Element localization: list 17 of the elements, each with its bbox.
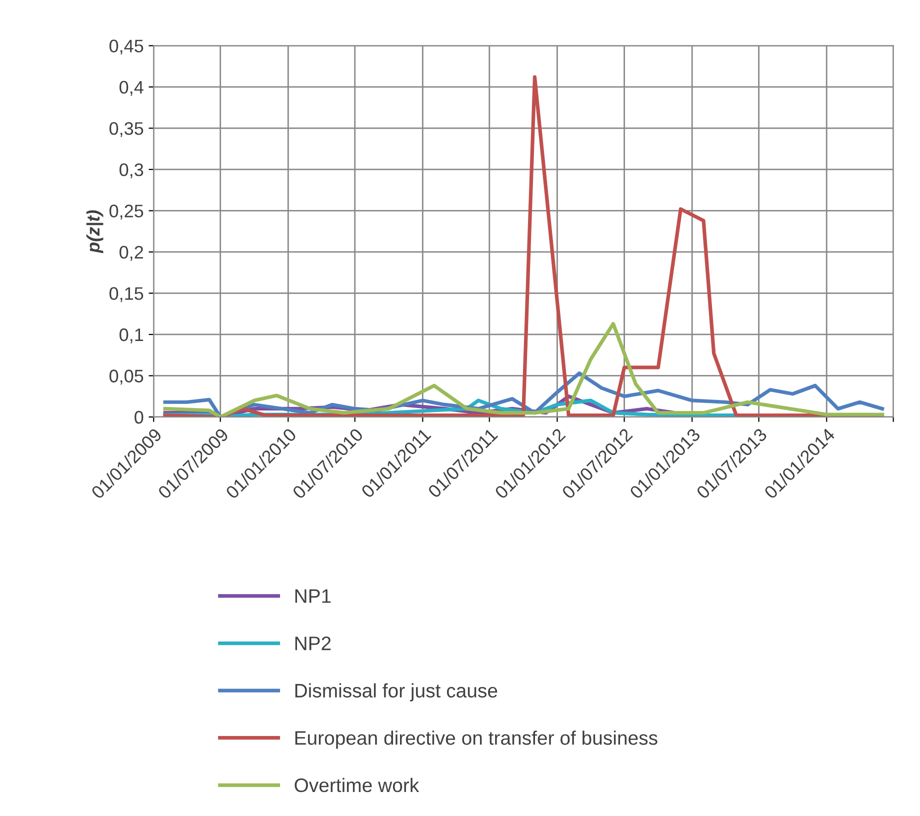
y-axis-title: p(z|t)	[86, 210, 104, 254]
legend-label: NP2	[295, 636, 331, 650]
y-tick-label: 0,3	[120, 163, 144, 178]
y-tick-label: 0,4	[120, 80, 144, 96]
y-tick-label: 0,1	[120, 328, 144, 344]
y-tick-label: 0,35	[109, 122, 144, 138]
legend-label: Overtime work	[294, 778, 420, 792]
legend-label: European directive on transfer of business	[295, 730, 658, 749]
line-series	[163, 322, 884, 417]
y-tick-label: 0,2	[120, 246, 144, 261]
y-tick-label: 0,15	[109, 287, 144, 302]
y-tick-label: 0,45	[109, 40, 144, 55]
y-tick-label: 0,25	[109, 204, 144, 220]
y-tick-label: 0	[134, 410, 144, 424]
legend-label: NP1	[295, 589, 331, 603]
legend-label: Dismissal for just cause	[295, 683, 498, 702]
y-tick-label: 0,05	[109, 370, 144, 385]
